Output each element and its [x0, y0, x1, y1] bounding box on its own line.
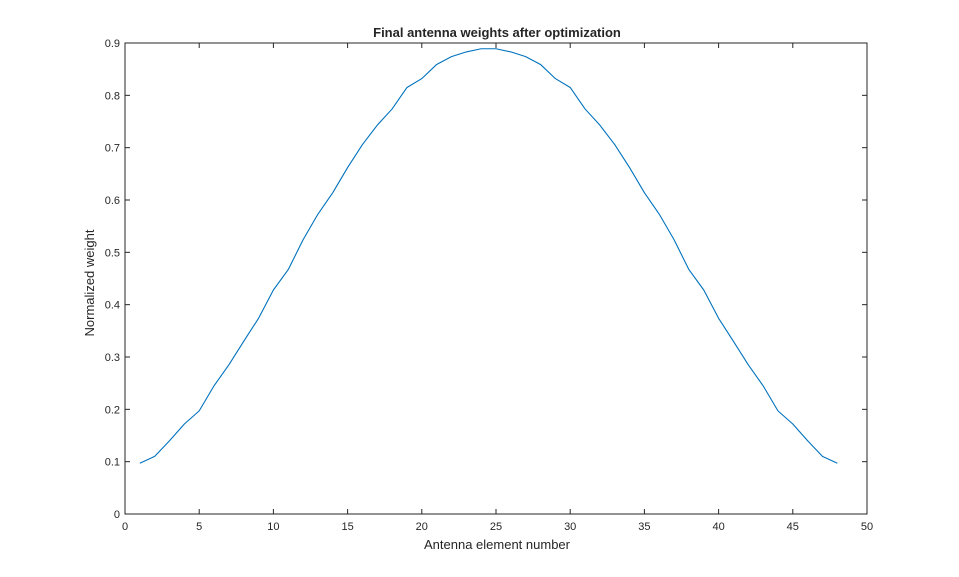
x-axis-label: Antenna element number: [424, 537, 571, 552]
x-tick-label: 10: [267, 521, 279, 533]
series-layer: [139, 48, 838, 464]
x-tick-label: 0: [122, 521, 128, 533]
x-tick-label: 40: [712, 521, 724, 533]
axes-box: [124, 42, 868, 515]
y-tick-label: 0.8: [105, 90, 120, 102]
x-tick-label: 25: [490, 521, 502, 533]
y-tick-label: 0: [114, 509, 120, 521]
x-tick-label: 45: [787, 521, 799, 533]
x-tick-label: 15: [341, 521, 353, 533]
y-axis-label: Normalized weight: [82, 229, 97, 336]
y-tick-label: 0.5: [105, 247, 120, 259]
y-axis: 0 0.1 0.2 0.3 0.4 0.5 0.6 0.7 0.8 0.9: [105, 38, 867, 521]
y-tick-label: 0.9: [105, 38, 120, 50]
x-tick-label: 35: [638, 521, 650, 533]
series-line: [139, 48, 838, 464]
x-tick-label: 30: [564, 521, 576, 533]
x-axis: 0 5 10 15 20 25 30 35 40 45 50: [122, 43, 873, 533]
x-tick-label: 5: [196, 521, 202, 533]
plot-area: [124, 42, 868, 515]
y-tick-label: 0.2: [105, 404, 120, 416]
x-tick-label: 20: [416, 521, 428, 533]
chart-title: Final antenna weights after optimization: [373, 25, 621, 40]
y-tick-label: 0.4: [105, 300, 120, 312]
y-tick-label: 0.6: [105, 195, 120, 207]
x-tick-label: 50: [861, 521, 873, 533]
y-tick-label: 0.3: [105, 352, 120, 364]
y-tick-label: 0.1: [105, 457, 120, 469]
y-tick-label: 0.7: [105, 143, 120, 155]
